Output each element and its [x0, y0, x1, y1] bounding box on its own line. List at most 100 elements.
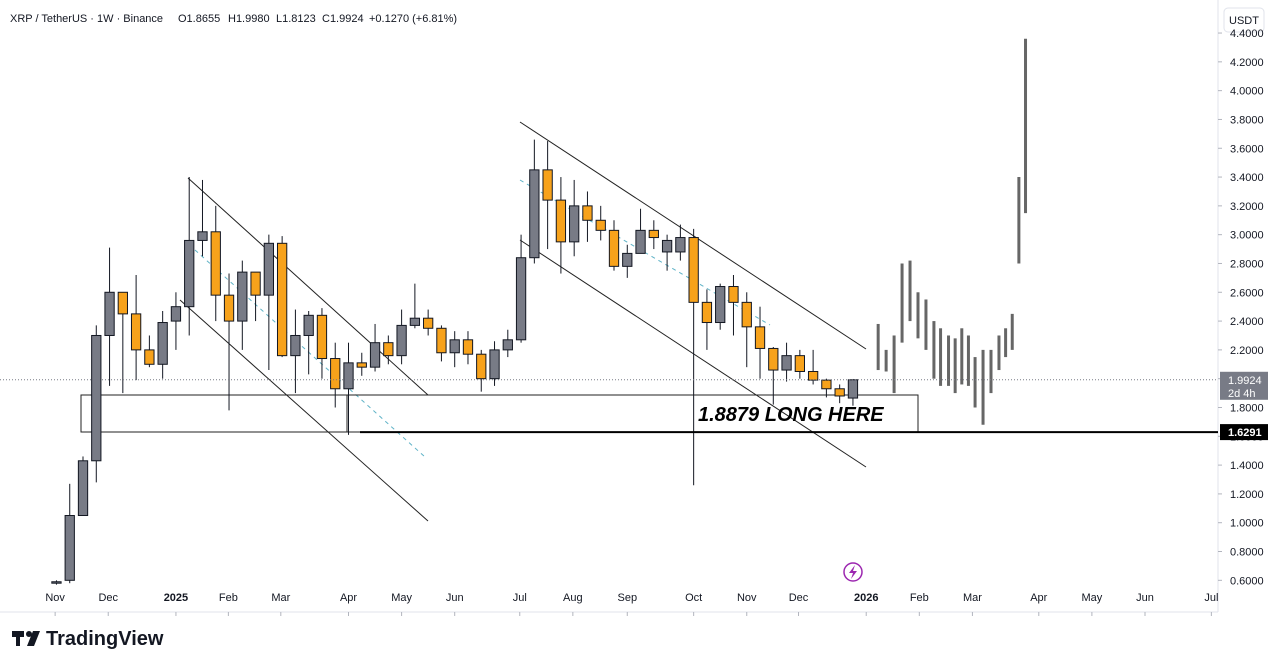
- ohlc-open: O1.8655: [178, 13, 220, 25]
- price-line-tag: [1220, 424, 1268, 441]
- y-tick-label: 1.2000: [1230, 489, 1264, 501]
- ohlc-change: +0.1270 (+6.81%): [369, 13, 457, 25]
- candle-body: [343, 362, 354, 390]
- candle-body: [64, 515, 75, 581]
- y-tick-label: 1.8000: [1230, 402, 1264, 414]
- candle-body: [781, 355, 792, 371]
- candle-body: [290, 334, 301, 357]
- candle-body: [144, 349, 155, 365]
- x-tick-label: Nov: [737, 592, 757, 604]
- candle-body: [91, 334, 102, 462]
- candle-body: [648, 229, 659, 239]
- y-tick-label: 2.4000: [1230, 316, 1264, 328]
- trend-line: [519, 239, 867, 468]
- candle-body: [130, 313, 142, 351]
- candle-body: [555, 199, 567, 243]
- candle-body: [489, 349, 500, 380]
- candle-body: [369, 342, 381, 368]
- x-tick-label: Jun: [1136, 592, 1154, 604]
- candle-body: [197, 231, 208, 241]
- candle-body: [184, 239, 195, 308]
- candle-body: [701, 301, 713, 324]
- candle-body: [237, 271, 248, 322]
- candle-body: [263, 242, 275, 296]
- candle-body: [569, 205, 580, 243]
- candle-body: [834, 388, 845, 397]
- trend-line: [519, 121, 867, 350]
- brand-name: TradingView: [46, 628, 164, 650]
- x-tick-label: Nov: [45, 592, 65, 604]
- x-tick-label: 2025: [164, 592, 188, 604]
- y-tick-label: 3.8000: [1230, 114, 1264, 126]
- x-tick-label: Aug: [563, 592, 583, 604]
- candle-body: [170, 306, 182, 322]
- x-tick-label: 2026: [854, 592, 878, 604]
- currency-button[interactable]: [1223, 7, 1265, 33]
- trend-midline: [194, 249, 426, 458]
- x-tick-label: Feb: [219, 592, 238, 604]
- candle-body: [622, 252, 633, 267]
- candle-body: [396, 324, 407, 357]
- countdown-label: 2d 4h: [1228, 388, 1256, 400]
- x-tick-label: Mar: [963, 592, 982, 604]
- candle-body: [449, 339, 460, 354]
- price-line-label: 1.6291: [1228, 427, 1262, 439]
- last-price-tag: [1220, 371, 1268, 400]
- y-tick-label: 4.0000: [1230, 86, 1264, 98]
- x-tick-label: Sep: [617, 592, 637, 604]
- candle-body: [728, 286, 739, 303]
- ohlc-close: C1.9924: [322, 13, 364, 25]
- candle-body: [210, 231, 221, 296]
- candle-body: [847, 379, 859, 399]
- x-tick-label: May: [391, 592, 412, 604]
- y-tick-label: 2.2000: [1230, 345, 1264, 357]
- candle-body: [754, 326, 766, 349]
- candle-body: [356, 362, 367, 368]
- candle-body: [529, 169, 540, 259]
- ohlc-low: L1.8123: [276, 13, 316, 25]
- candle-body: [462, 339, 474, 355]
- y-tick-label: 3.0000: [1230, 230, 1264, 242]
- candle-body: [595, 219, 606, 231]
- candle-body: [51, 581, 62, 584]
- x-tick-label: Jul: [513, 592, 527, 604]
- currency-label[interactable]: USDT: [1229, 15, 1259, 27]
- x-tick-label: May: [1081, 592, 1102, 604]
- y-tick-label: 0.8000: [1230, 547, 1264, 559]
- y-tick-label: 1.4000: [1230, 460, 1264, 472]
- candle-body: [542, 169, 553, 201]
- x-tick-label: Jul: [1204, 592, 1218, 604]
- y-tick-label: 2.8000: [1230, 258, 1264, 270]
- candle-body: [661, 239, 673, 253]
- candle-body: [807, 370, 819, 381]
- candle-body: [303, 314, 314, 336]
- x-tick-label: Jun: [446, 592, 464, 604]
- candle-body: [157, 322, 168, 365]
- candle-body: [675, 237, 686, 253]
- candle-body: [821, 379, 832, 390]
- y-tick-label: 4.4000: [1230, 28, 1264, 40]
- brand: [12, 631, 40, 646]
- symbol-info: XRP / TetherUS · 1W · Binance: [10, 13, 163, 25]
- candle-body: [383, 342, 394, 357]
- y-tick-label: 3.6000: [1230, 143, 1264, 155]
- candle-body: [250, 271, 261, 296]
- lightning-icon: [843, 562, 863, 582]
- candle-body: [688, 237, 699, 303]
- trend-line: [179, 299, 429, 522]
- candle-body: [502, 339, 513, 351]
- x-tick-label: Feb: [910, 592, 929, 604]
- x-tick-label: Mar: [271, 592, 290, 604]
- y-tick-label: 0.6000: [1230, 575, 1264, 587]
- candle-body: [77, 460, 89, 517]
- x-tick-label: Dec: [789, 592, 809, 604]
- candle-body: [436, 327, 447, 354]
- x-tick-label: Apr: [1030, 592, 1047, 604]
- ohlc-high: H1.9980: [228, 13, 270, 25]
- candle-body: [276, 242, 288, 357]
- x-tick-label: Apr: [340, 592, 357, 604]
- candle-body: [515, 257, 527, 341]
